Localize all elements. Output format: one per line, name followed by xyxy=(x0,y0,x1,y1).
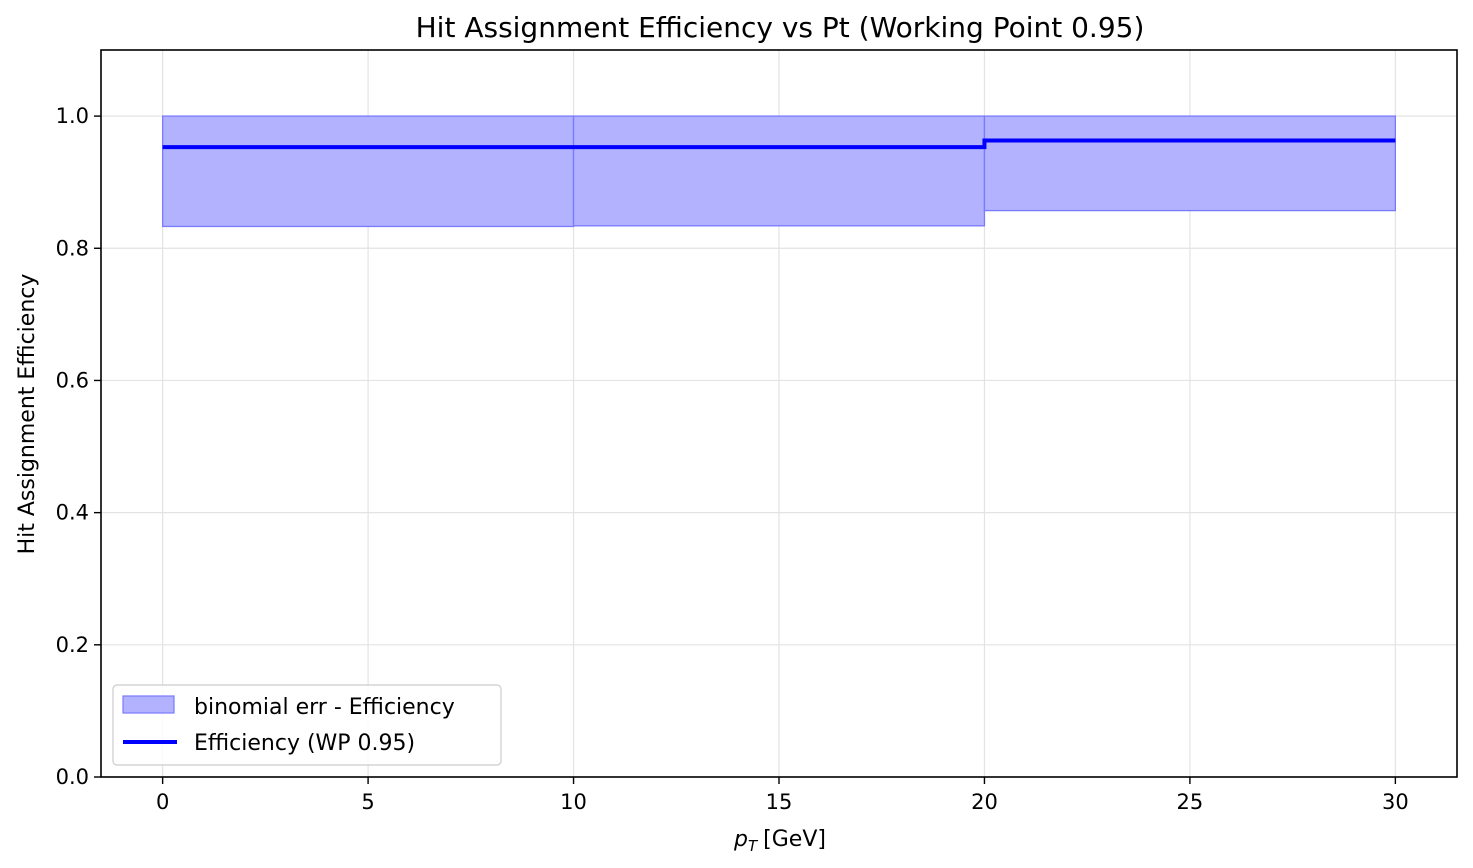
error-bands xyxy=(161,115,1397,228)
x-tick-label: 20 xyxy=(971,790,998,814)
legend: binomial err - Efficiency Efficiency (WP… xyxy=(112,684,502,766)
y-tick-label: 0.6 xyxy=(56,368,89,392)
legend-band-swatch xyxy=(122,695,175,714)
y-tick-label: 1.0 xyxy=(56,104,89,128)
x-tick-label: 30 xyxy=(1382,790,1409,814)
x-tick-label: 15 xyxy=(766,790,793,814)
x-axis-symbol: p xyxy=(733,827,748,852)
x-tick-label: 25 xyxy=(1177,790,1204,814)
legend-line-label: Efficiency (WP 0.95) xyxy=(194,731,415,756)
error-band xyxy=(161,115,575,228)
efficiency-step-line xyxy=(162,138,1396,150)
y-tick-label: 0.0 xyxy=(56,765,89,789)
y-tick-label: 0.8 xyxy=(56,236,89,260)
y-tick-label: 0.2 xyxy=(56,633,89,657)
x-axis-label: pT [GeV] xyxy=(733,827,826,855)
legend-box xyxy=(112,684,502,766)
chart-title: Hit Assignment Efficiency vs Pt (Working… xyxy=(416,11,1145,44)
efficiency-line xyxy=(162,138,1396,150)
y-axis-label: Hit Assignment Efficiency xyxy=(15,274,40,555)
x-axis-subscript: T xyxy=(748,837,759,855)
y-tick-label: 0.4 xyxy=(56,501,89,525)
y-axis-ticks: 0.0 0.2 0.4 0.6 0.8 1.0 xyxy=(56,104,101,789)
x-tick-label: 0 xyxy=(156,790,169,814)
legend-band-label: binomial err - Efficiency xyxy=(194,695,455,720)
x-axis-ticks: 0 5 10 15 20 25 30 xyxy=(156,777,1409,814)
x-axis-unit: [GeV] xyxy=(763,827,826,852)
x-tick-label: 10 xyxy=(560,790,587,814)
error-band xyxy=(983,115,1397,212)
x-tick-label: 5 xyxy=(361,790,374,814)
error-band xyxy=(572,115,986,227)
